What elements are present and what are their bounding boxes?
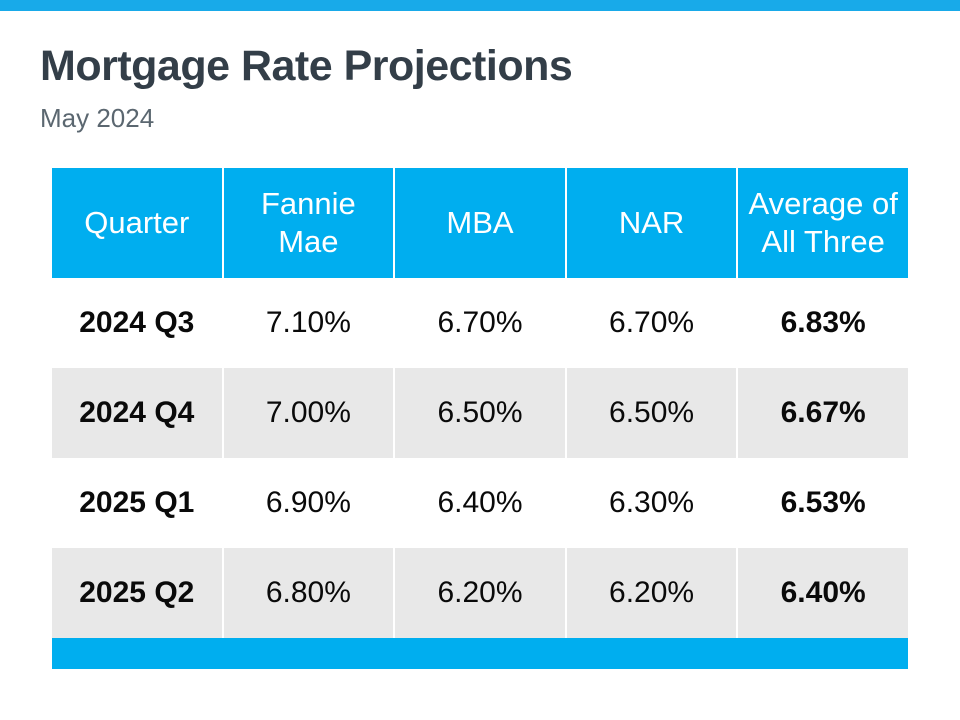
cell-quarter: 2025 Q2 (52, 548, 224, 638)
table-row: 2024 Q3 7.10% 6.70% 6.70% 6.83% (52, 278, 908, 368)
table-row: 2024 Q4 7.00% 6.50% 6.50% 6.67% (52, 368, 908, 458)
page-subtitle: May 2024 (40, 103, 155, 133)
cell-mba: 6.50% (395, 368, 567, 458)
column-header-fannie-mae: Fannie Mae (224, 168, 396, 278)
top-accent-bar (0, 0, 960, 11)
cell-quarter: 2024 Q3 (52, 278, 224, 368)
cell-average: 6.83% (780, 306, 866, 339)
page-title: Mortgage Rate Projections (40, 42, 573, 90)
cell-mba: 6.40% (395, 458, 567, 548)
table-footer-bar (52, 638, 908, 669)
column-header-average: Average of All Three (748, 186, 898, 259)
cell-mba: 6.20% (395, 548, 567, 638)
cell-average: 6.67% (780, 396, 866, 429)
cell-quarter: 2024 Q4 (52, 368, 224, 458)
cell-nar: 6.50% (567, 368, 739, 458)
cell-nar: 6.70% (567, 278, 739, 368)
table-row: 2025 Q1 6.90% 6.40% 6.30% 6.53% (52, 458, 908, 548)
cell-fannie-mae: 6.90% (224, 458, 396, 548)
cell-quarter: 2025 Q1 (52, 458, 224, 548)
column-header-quarter: Quarter (52, 168, 224, 278)
cell-average: 6.40% (780, 576, 866, 609)
cell-nar: 6.20% (567, 548, 739, 638)
cell-fannie-mae: 6.80% (224, 548, 396, 638)
cell-fannie-mae: 7.00% (224, 368, 396, 458)
projections-table: Quarter Fannie Mae MBA NAR Average of Al… (52, 168, 908, 669)
table-row: 2025 Q2 6.80% 6.20% 6.20% 6.40% (52, 548, 908, 638)
cell-nar: 6.30% (567, 458, 739, 548)
cell-fannie-mae: 7.10% (224, 278, 396, 368)
column-header-mba: MBA (395, 168, 567, 278)
cell-average: 6.53% (780, 486, 866, 519)
table-header-row: Quarter Fannie Mae MBA NAR Average of Al… (52, 168, 908, 278)
column-header-nar: NAR (567, 168, 739, 278)
cell-mba: 6.70% (395, 278, 567, 368)
